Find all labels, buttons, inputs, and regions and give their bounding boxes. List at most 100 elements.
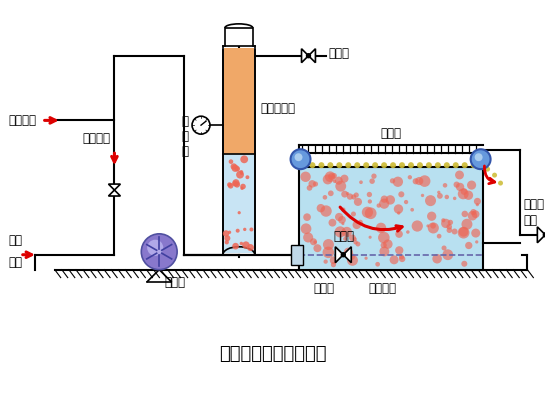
Circle shape [379,199,389,209]
Circle shape [459,227,469,237]
Circle shape [223,230,229,237]
Circle shape [399,162,405,168]
Circle shape [390,178,395,183]
Circle shape [458,189,469,199]
Circle shape [437,191,441,194]
Circle shape [364,257,368,260]
Circle shape [454,181,460,188]
Circle shape [444,162,450,168]
Circle shape [376,223,386,233]
Circle shape [240,172,243,175]
Circle shape [336,162,342,168]
Circle shape [306,54,311,58]
Circle shape [442,249,453,260]
Circle shape [325,172,335,182]
Polygon shape [545,227,548,243]
Circle shape [367,192,372,197]
Circle shape [232,243,239,250]
Circle shape [412,220,423,232]
Circle shape [345,162,351,168]
Circle shape [543,233,547,237]
Circle shape [313,244,322,252]
Circle shape [341,207,345,212]
Circle shape [444,195,449,199]
Circle shape [397,211,401,215]
Circle shape [379,246,389,256]
Circle shape [335,213,343,221]
Circle shape [363,162,369,168]
Circle shape [241,187,244,190]
Circle shape [395,246,403,254]
Circle shape [246,175,249,179]
Circle shape [470,209,476,215]
Circle shape [443,183,447,187]
Circle shape [303,232,313,242]
Circle shape [381,195,388,203]
Circle shape [404,200,408,204]
Circle shape [447,227,452,233]
Circle shape [408,162,414,168]
Circle shape [362,207,373,218]
Circle shape [426,162,432,168]
Circle shape [492,173,497,178]
Circle shape [231,165,239,172]
Circle shape [398,191,404,197]
Circle shape [328,173,335,180]
Ellipse shape [290,149,311,169]
Circle shape [448,220,453,225]
Circle shape [353,240,358,244]
Circle shape [303,213,311,221]
Circle shape [341,222,345,225]
Circle shape [192,116,210,134]
Text: 部分溶气气浮工艺流程: 部分溶气气浮工艺流程 [219,345,327,363]
Circle shape [380,242,387,248]
Circle shape [358,220,363,225]
Circle shape [307,185,312,191]
Polygon shape [538,227,545,243]
Circle shape [317,204,325,213]
Text: 化学药剂: 化学药剂 [83,132,111,145]
Circle shape [383,239,392,249]
Circle shape [240,184,246,189]
Text: 放气阀: 放气阀 [328,47,350,60]
Circle shape [247,244,254,251]
Circle shape [410,208,414,212]
Circle shape [343,237,347,241]
Polygon shape [109,184,121,190]
Circle shape [228,183,233,189]
Circle shape [335,177,343,185]
Polygon shape [343,247,351,263]
Text: 气浮池: 气浮池 [313,282,334,295]
Text: 出水: 出水 [523,215,538,227]
Circle shape [455,170,464,179]
Circle shape [471,228,480,238]
Text: 进入: 进入 [8,256,22,269]
Circle shape [323,174,333,184]
Polygon shape [301,49,309,62]
Circle shape [243,228,247,231]
Circle shape [234,181,240,187]
Circle shape [498,181,503,185]
Circle shape [351,194,356,199]
Circle shape [353,193,359,197]
Circle shape [330,256,338,264]
Circle shape [369,236,372,239]
Circle shape [239,242,243,245]
Circle shape [375,262,380,267]
Circle shape [399,256,406,262]
Circle shape [471,162,477,168]
Circle shape [372,162,378,168]
Circle shape [390,256,398,264]
Circle shape [432,254,442,263]
Circle shape [147,240,163,256]
Bar [225,28,253,46]
Circle shape [437,234,442,238]
Text: 空气进入: 空气进入 [8,114,36,127]
Circle shape [386,195,395,205]
Polygon shape [109,190,121,196]
Circle shape [442,246,447,250]
Circle shape [452,228,458,234]
Circle shape [328,191,334,196]
Circle shape [390,162,396,168]
Circle shape [472,210,480,218]
